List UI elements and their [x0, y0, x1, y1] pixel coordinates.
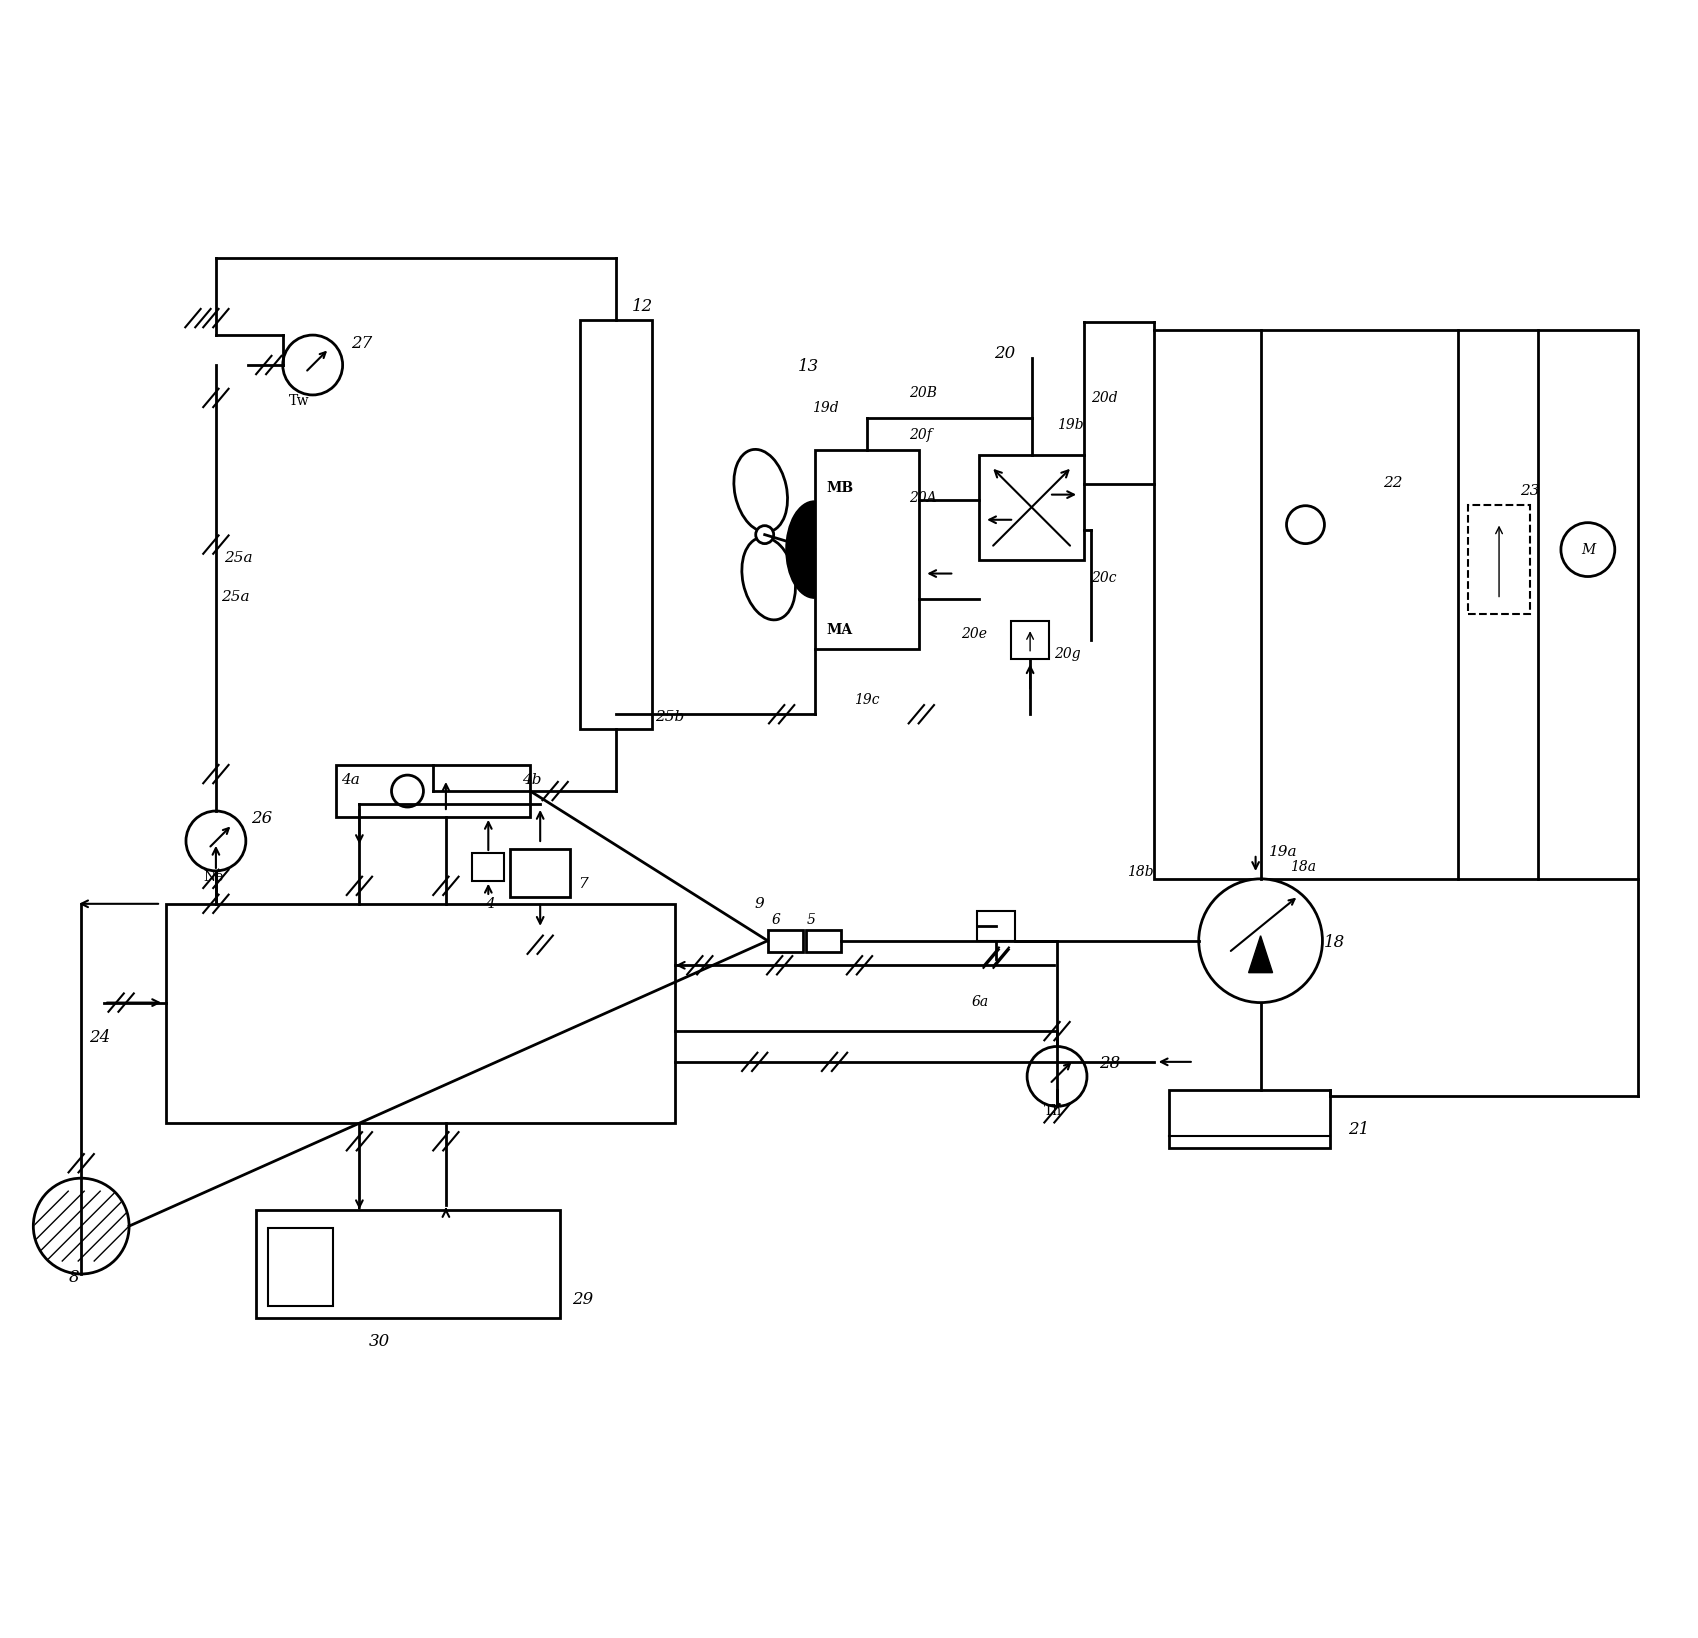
- Text: 5: 5: [807, 912, 815, 927]
- Text: 24: 24: [88, 1030, 110, 1047]
- Text: 20g: 20g: [1053, 647, 1080, 662]
- Text: 20c: 20c: [1090, 570, 1116, 585]
- Bar: [1467, 505, 1530, 614]
- Text: 26: 26: [251, 809, 272, 827]
- Circle shape: [1560, 523, 1613, 577]
- Text: 20A: 20A: [908, 491, 937, 505]
- Text: 29: 29: [572, 1291, 593, 1307]
- Text: 6a: 6a: [971, 994, 988, 1009]
- Text: 18b: 18b: [1126, 865, 1153, 880]
- Bar: [976, 911, 1014, 940]
- Text: 6: 6: [771, 912, 779, 927]
- Bar: [336, 765, 530, 817]
- Bar: [1153, 331, 1637, 880]
- Circle shape: [1027, 1047, 1087, 1106]
- Bar: [1168, 1091, 1330, 1148]
- Polygon shape: [786, 501, 813, 598]
- Bar: [472, 853, 504, 881]
- Text: 25a: 25a: [224, 550, 253, 565]
- Text: 25a: 25a: [221, 590, 250, 604]
- Bar: [268, 1228, 333, 1305]
- Text: 21: 21: [1348, 1122, 1369, 1138]
- Text: Th: Th: [1044, 1104, 1061, 1119]
- Circle shape: [391, 775, 423, 808]
- Text: MA: MA: [825, 624, 852, 637]
- Bar: [509, 848, 571, 898]
- Bar: [579, 319, 652, 729]
- Text: 19b: 19b: [1056, 418, 1083, 432]
- Circle shape: [34, 1178, 129, 1274]
- Text: 13: 13: [796, 359, 818, 375]
- Text: 28: 28: [1099, 1055, 1119, 1073]
- Text: 15: 15: [795, 560, 815, 578]
- Bar: [256, 1210, 560, 1319]
- Polygon shape: [1248, 935, 1272, 973]
- Text: 20B: 20B: [908, 387, 937, 400]
- Text: 20d: 20d: [1090, 391, 1117, 405]
- Text: 23: 23: [1520, 483, 1538, 498]
- Bar: [166, 904, 674, 1124]
- Circle shape: [282, 336, 343, 395]
- Text: 20f: 20f: [908, 428, 932, 442]
- Text: 7: 7: [577, 876, 588, 891]
- Text: 8: 8: [70, 1269, 80, 1286]
- Text: 22: 22: [1382, 475, 1403, 490]
- Bar: [1010, 621, 1048, 660]
- Text: 4a: 4a: [340, 773, 360, 788]
- Text: 4b: 4b: [521, 773, 542, 788]
- Ellipse shape: [734, 449, 788, 532]
- Circle shape: [1285, 506, 1324, 544]
- Circle shape: [185, 811, 246, 871]
- Text: 18a: 18a: [1290, 860, 1316, 875]
- Text: 9: 9: [754, 896, 764, 911]
- Circle shape: [756, 526, 773, 544]
- Circle shape: [1199, 880, 1321, 1002]
- Bar: [805, 930, 841, 952]
- Text: 18: 18: [1323, 934, 1343, 950]
- Text: 19c: 19c: [854, 693, 880, 708]
- Text: 25b: 25b: [654, 711, 684, 724]
- Text: M: M: [1579, 542, 1594, 557]
- Bar: [978, 455, 1083, 560]
- Text: 20: 20: [993, 346, 1015, 362]
- Text: 19d: 19d: [812, 401, 837, 414]
- Text: Tw: Tw: [289, 393, 309, 408]
- Ellipse shape: [742, 537, 795, 619]
- Text: 4: 4: [486, 896, 494, 911]
- Text: MB: MB: [825, 480, 852, 495]
- Text: 30: 30: [368, 1333, 389, 1350]
- Bar: [767, 930, 801, 952]
- Text: 12: 12: [632, 298, 652, 314]
- Text: 27: 27: [350, 336, 372, 352]
- Text: 20e: 20e: [961, 627, 987, 642]
- Text: Ne: Ne: [202, 870, 222, 885]
- Text: 19a: 19a: [1268, 845, 1297, 858]
- Bar: [813, 450, 919, 649]
